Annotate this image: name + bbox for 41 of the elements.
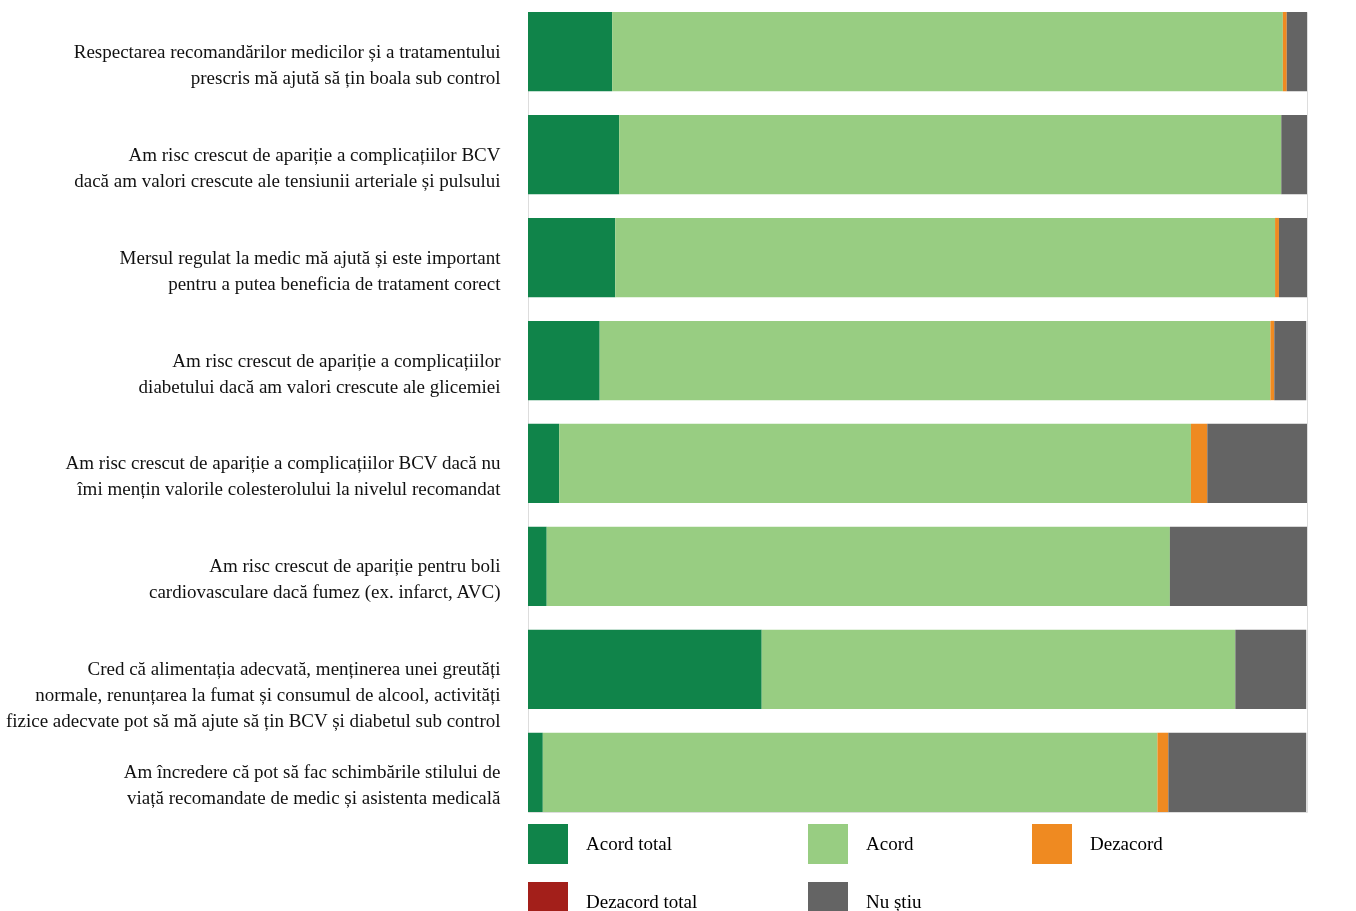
bar [528, 732, 543, 812]
legend-label: Dezacord [1090, 833, 1164, 854]
bar [528, 526, 547, 607]
bar [1235, 629, 1307, 710]
bar [1282, 12, 1287, 92]
y-tick-label: Mersul regulat la medic mă ajută și este important pentru a putea beneficia de tratament corect [119, 246, 502, 294]
bar [1278, 217, 1307, 298]
bar [1157, 732, 1169, 812]
y-tick-label: Am risc crescut de apariție a complicațiilor diabetului dacă am valori crescute ale glicemiei [138, 349, 502, 397]
y-tick-label: Am risc crescut de apariție a complicațiilor BCV dacă nu îmi mențin valorile colesterolului la nivelul recomandat [65, 452, 502, 500]
bar [1169, 526, 1307, 607]
bar [619, 114, 1282, 195]
bar [599, 320, 1271, 401]
bar [528, 629, 762, 710]
legend-label: Acord total [586, 833, 673, 854]
bar [1274, 320, 1307, 401]
bar [761, 629, 1236, 710]
bar [528, 320, 600, 401]
y-tick-label: Cred că alimentația adecvată, menținerea unei greutăți normale, renunțarea la fumat și consumul de alcool, activități fizice adecvate pot să mă ajute să țin BCV și diabetul sub control [5, 658, 501, 732]
bar [528, 114, 620, 195]
y-tick-label: Am risc crescut de apariție a complicațiilor BCV dacă am valori crescute ale tensiunii arteriale și pulsului [74, 143, 501, 191]
bar [612, 12, 1283, 92]
bar [1270, 320, 1275, 401]
bar [1190, 423, 1208, 504]
y-tick-label: Respectarea recomandărilor medicilor și a tratamentului prescris mă ajută să țin boala sub control [73, 40, 501, 88]
bar [1207, 423, 1307, 504]
bar [528, 12, 613, 92]
y-tick-label: Am risc crescut de apariție pentru boli cardiovasculare dacă fumez (ex. infarct, AVC) [148, 555, 501, 604]
bar [546, 526, 1170, 607]
bar [528, 217, 616, 298]
bar [1275, 217, 1279, 298]
bar [1286, 12, 1307, 92]
legend-label: Dezacord total [586, 891, 698, 911]
bar [542, 732, 1158, 812]
bar [1168, 732, 1307, 812]
y-tick-label: Am încredere că pot să fac schimbările stilului de viață recomandate de medic și asistenta medicală [123, 761, 502, 809]
bar [615, 217, 1276, 298]
bar [1281, 114, 1307, 195]
bar [528, 423, 560, 504]
bar [559, 423, 1191, 504]
legend-label: Acord [866, 833, 914, 854]
